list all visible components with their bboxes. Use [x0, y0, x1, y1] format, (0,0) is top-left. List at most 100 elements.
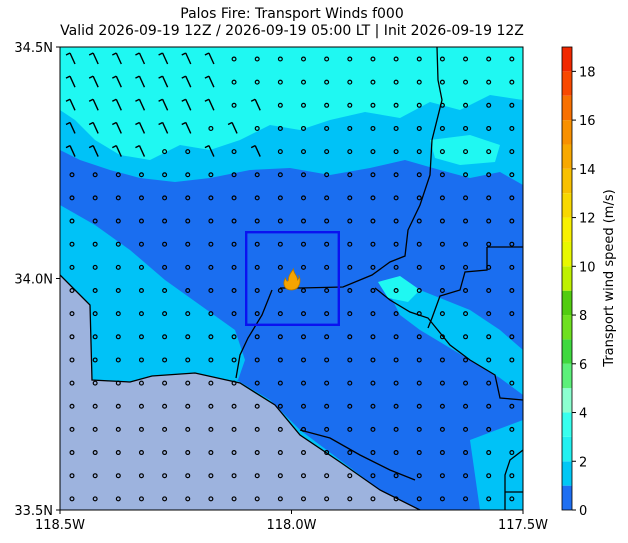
calm-wind-circle-icon	[370, 264, 376, 270]
calm-wind-circle-icon	[370, 102, 376, 108]
calm-wind-circle-icon	[301, 380, 307, 386]
calm-wind-circle-icon	[92, 241, 98, 247]
calm-wind-circle-icon	[277, 426, 283, 432]
calm-wind-circle-icon	[416, 195, 422, 201]
calm-wind-circle-icon	[254, 195, 260, 201]
calm-wind-circle-icon	[115, 426, 121, 432]
calm-wind-circle-icon	[439, 311, 445, 317]
calm-wind-circle-icon	[254, 403, 260, 409]
calm-wind-circle-icon	[301, 172, 307, 178]
calm-wind-circle-icon	[347, 56, 353, 62]
calm-wind-circle-icon	[509, 473, 515, 479]
calm-wind-circle-icon	[138, 311, 144, 317]
calm-wind-circle-icon	[324, 380, 330, 386]
calm-wind-circle-icon	[162, 149, 168, 155]
county-line-north	[280, 47, 443, 289]
colorbar-band	[562, 120, 572, 145]
calm-wind-circle-icon	[347, 496, 353, 502]
colorbar-frame	[561, 46, 573, 511]
calm-wind-circle-icon	[162, 450, 168, 456]
calm-wind-circle-icon	[115, 473, 121, 479]
calm-wind-circle-icon	[416, 311, 422, 317]
calm-wind-circle-icon	[439, 496, 445, 502]
calm-wind-circle-icon	[185, 288, 191, 294]
calm-wind-circle-icon	[509, 426, 515, 432]
calm-wind-circle-icon	[416, 357, 422, 363]
calm-wind-circle-icon	[370, 172, 376, 178]
calm-wind-circle-icon	[208, 195, 214, 201]
calm-wind-circle-icon	[324, 311, 330, 317]
calm-wind-circle-icon	[324, 172, 330, 178]
calm-wind-circle-icon	[208, 264, 214, 270]
calm-wind-circle-icon	[231, 311, 237, 317]
calm-wind-circle-icon	[463, 403, 469, 409]
calm-wind-circle-icon	[115, 334, 121, 340]
calm-wind-circle-icon	[231, 334, 237, 340]
county-line-east-2	[427, 246, 523, 329]
calm-wind-circle-icon	[393, 264, 399, 270]
calm-wind-circle-icon	[439, 380, 445, 386]
calm-wind-circle-icon	[69, 311, 75, 317]
calm-wind-circle-icon	[463, 218, 469, 224]
calm-wind-circle-icon	[370, 195, 376, 201]
calm-wind-circle-icon	[185, 450, 191, 456]
calm-wind-circle-icon	[208, 403, 214, 409]
calm-wind-circle-icon	[92, 403, 98, 409]
calm-wind-circle-icon	[69, 334, 75, 340]
calm-wind-circle-icon	[92, 496, 98, 502]
calm-wind-circle-icon	[301, 473, 307, 479]
calm-wind-circle-icon	[301, 334, 307, 340]
calm-wind-circle-icon	[115, 218, 121, 224]
calm-wind-circle-icon	[208, 380, 214, 386]
calm-wind-circle-icon	[416, 496, 422, 502]
calm-wind-circle-icon	[69, 357, 75, 363]
calm-wind-circle-icon	[208, 241, 214, 247]
colorbar-band	[562, 217, 572, 242]
calm-wind-circle-icon	[463, 172, 469, 178]
calm-wind-circle-icon	[254, 288, 260, 294]
colorbar-band	[562, 95, 572, 121]
calm-wind-circle-icon	[185, 426, 191, 432]
colorbar-band	[562, 144, 572, 169]
calm-wind-circle-icon	[138, 450, 144, 456]
calm-wind-circle-icon	[439, 264, 445, 270]
colorbar-tick-label: 2	[579, 455, 587, 470]
analysis-box	[244, 230, 340, 326]
wind-barb-icon	[181, 121, 192, 134]
calm-wind-circle-icon	[393, 403, 399, 409]
calm-wind-circle-icon	[185, 496, 191, 502]
calm-wind-circle-icon	[509, 357, 515, 363]
calm-wind-circle-icon	[439, 426, 445, 432]
calm-wind-circle-icon	[463, 496, 469, 502]
calm-wind-circle-icon	[463, 334, 469, 340]
colorbar-band	[562, 436, 572, 462]
calm-wind-circle-icon	[370, 149, 376, 155]
wind-barb-icon	[65, 144, 76, 157]
calm-wind-circle-icon	[509, 195, 515, 201]
calm-wind-circle-icon	[162, 264, 168, 270]
calm-wind-circle-icon	[439, 172, 445, 178]
calm-wind-circle-icon	[162, 496, 168, 502]
calm-wind-circle-icon	[69, 496, 75, 502]
calm-wind-circle-icon	[185, 473, 191, 479]
calm-wind-circle-icon	[486, 79, 492, 85]
calm-wind-circle-icon	[138, 403, 144, 409]
calm-wind-circle-icon	[463, 450, 469, 456]
wind-barb-icon	[88, 75, 99, 88]
calm-wind-circle-icon	[138, 380, 144, 386]
calm-wind-circle-icon	[324, 79, 330, 85]
calm-wind-circle-icon	[393, 380, 399, 386]
calm-wind-circle-icon	[509, 450, 515, 456]
calm-wind-circle-icon	[277, 195, 283, 201]
calm-wind-circle-icon	[277, 357, 283, 363]
calm-wind-circle-icon	[486, 311, 492, 317]
calm-wind-circle-icon	[138, 288, 144, 294]
calm-wind-circle-icon	[92, 473, 98, 479]
calm-wind-circle-icon	[208, 218, 214, 224]
calm-wind-circle-icon	[115, 403, 121, 409]
calm-wind-circle-icon	[347, 357, 353, 363]
calm-wind-circle-icon	[370, 311, 376, 317]
calm-wind-circle-icon	[439, 79, 445, 85]
colorbar-band	[562, 363, 572, 389]
calm-wind-circle-icon	[486, 496, 492, 502]
